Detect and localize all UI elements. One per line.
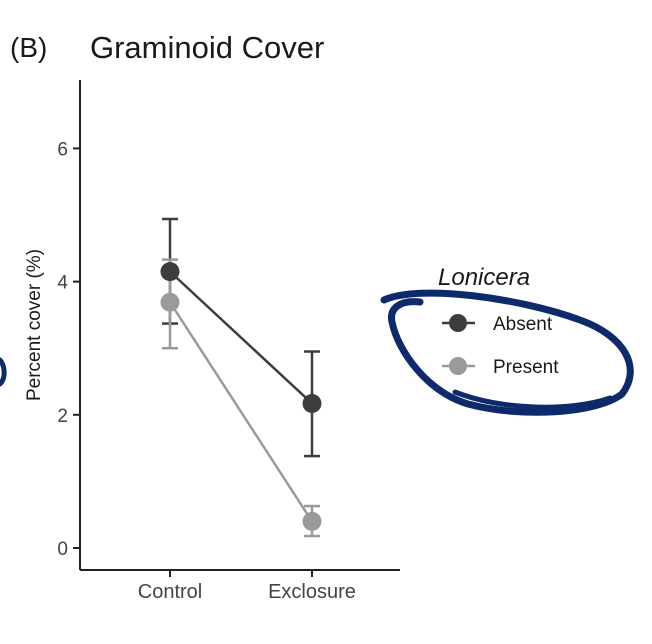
legend-marker-absent <box>449 314 467 332</box>
x-tick-label: Exclosure <box>268 581 356 603</box>
annotation-loop <box>380 289 634 416</box>
legend-label-absent: Absent <box>493 314 553 335</box>
y-tick-label: 2 <box>57 406 68 427</box>
legend-label-present: Present <box>493 357 559 378</box>
x-tick-label: Control <box>138 581 202 603</box>
data-point-absent <box>160 262 180 282</box>
data-point-absent <box>302 393 322 413</box>
data-point-present <box>302 511 322 531</box>
annotation-edge-mark <box>0 357 7 387</box>
legend-marker-present <box>449 357 467 375</box>
y-tick-label: 0 <box>57 539 68 560</box>
series-line-present <box>168 301 314 523</box>
panel-label: (B) <box>10 32 48 63</box>
y-tick-label: 4 <box>57 273 68 294</box>
y-axis-label: Percent cover (%) <box>24 249 45 401</box>
annotation-loop-inner <box>452 389 613 410</box>
legend-title: Lonicera <box>438 264 530 291</box>
chart-title: Graminoid Cover <box>90 30 325 65</box>
series-line-absent <box>169 270 313 405</box>
data-point-present <box>160 292 180 312</box>
y-tick-label: 6 <box>57 139 68 160</box>
